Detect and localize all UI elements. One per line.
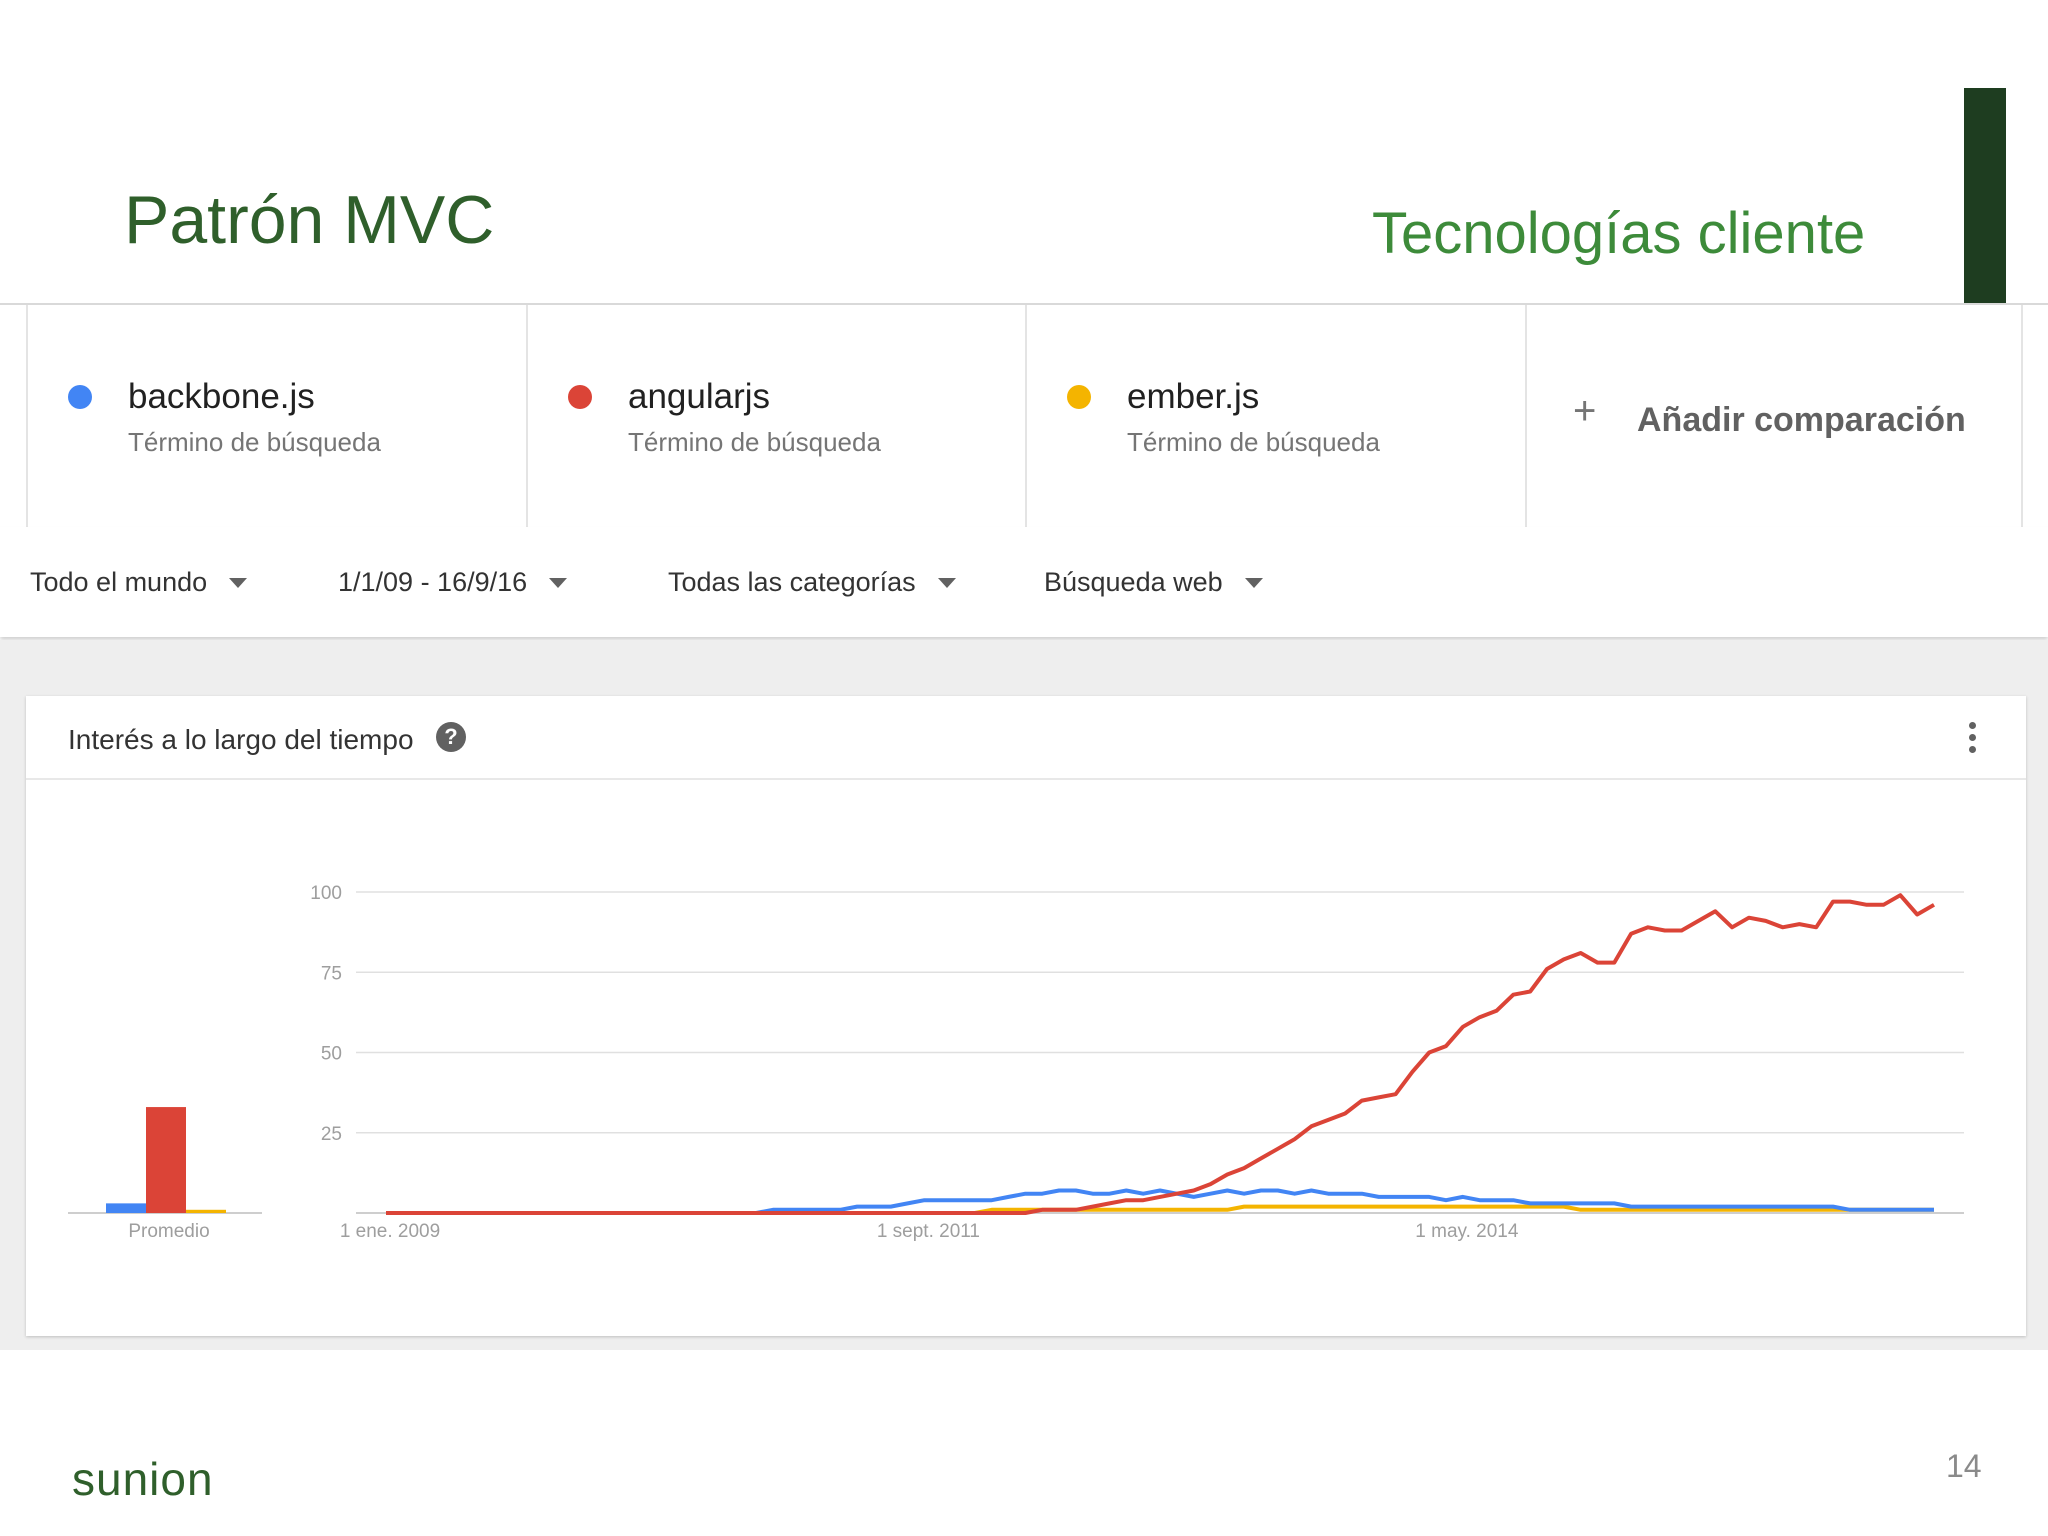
filters-row: Todo el mundo 1/1/09 - 16/9/16 Todas las…	[0, 527, 2048, 637]
filter-region[interactable]: Todo el mundo	[30, 567, 248, 598]
sunion-logo: sunion	[72, 1453, 214, 1505]
y-tick-label: 25	[321, 1124, 342, 1145]
term-color-dot-icon	[568, 385, 592, 409]
slide-subtitle: Tecnologías cliente	[1372, 201, 1866, 266]
card-header: Interés a lo largo del tiempo ?	[26, 696, 2026, 780]
average-label: Promedio	[128, 1221, 209, 1242]
filter-search-type[interactable]: Búsqueda web	[1044, 567, 1263, 598]
plus-icon: +	[1573, 389, 1597, 433]
y-tick-label: 50	[321, 1044, 342, 1065]
term-name: backbone.js	[128, 377, 315, 416]
accent-bar	[1964, 88, 2006, 304]
card-title: Interés a lo largo del tiempo	[68, 724, 414, 755]
x-tick-label: 1 sept. 2011	[877, 1221, 980, 1242]
term-type: Término de búsqueda	[1127, 427, 1380, 457]
filter-category[interactable]: Todas las categorías	[668, 567, 956, 598]
term-color-dot-icon	[68, 385, 92, 409]
filter-region-label: Todo el mundo	[30, 567, 208, 597]
caret-down-icon	[1244, 577, 1263, 588]
interest-over-time-card: Interés a lo largo del tiempo ? 100 75 50 2…	[26, 696, 2026, 1336]
filter-date-range[interactable]: 1/1/09 - 16/9/16	[338, 567, 568, 598]
caret-down-icon	[549, 577, 568, 588]
average-bar-backbone-js	[106, 1203, 146, 1213]
page-number: 14	[1946, 1448, 1982, 1484]
slide-title: Patrón MVC	[124, 182, 495, 258]
y-tick-label: 75	[321, 963, 342, 984]
filter-search-type-label: Búsqueda web	[1044, 567, 1223, 597]
term-type: Término de búsqueda	[628, 427, 881, 457]
more-vert-icon[interactable]	[1966, 722, 1978, 756]
filter-date-label: 1/1/09 - 16/9/16	[338, 567, 528, 597]
comparison-terms-row: backbone.js Término de búsqueda angularj…	[0, 305, 2048, 529]
average-bar-ember-js	[186, 1209, 226, 1213]
help-icon[interactable]: ?	[436, 722, 466, 752]
term-name: ember.js	[1127, 377, 1260, 416]
y-tick-label: 100	[310, 883, 342, 904]
average-bar-angularjs	[146, 1107, 186, 1213]
interest-chart: 100 75 50 25 1 ene. 2009 1 sept. 2011 1 may. 2…	[68, 883, 1964, 1242]
term-card-backbone[interactable]: backbone.js Término de búsqueda	[26, 305, 524, 527]
caret-down-icon	[937, 577, 956, 588]
add-comparison-label: Añadir comparación	[1637, 401, 1966, 439]
add-comparison-button[interactable]: + Añadir comparación	[1525, 305, 2023, 527]
term-type: Término de búsqueda	[128, 427, 381, 457]
x-tick-label: 1 ene. 2009	[340, 1221, 440, 1242]
series-line-angularjs	[386, 893, 1936, 1215]
term-name: angularjs	[628, 377, 771, 416]
filter-category-label: Todas las categorías	[668, 567, 916, 597]
term-card-angularjs[interactable]: angularjs Término de búsqueda	[526, 305, 1024, 527]
header-divider	[0, 303, 2048, 305]
x-tick-label: 1 may. 2014	[1415, 1221, 1519, 1242]
term-card-ember[interactable]: ember.js Término de búsqueda	[1025, 305, 1523, 527]
term-color-dot-icon	[1067, 385, 1091, 409]
caret-down-icon	[229, 577, 248, 588]
